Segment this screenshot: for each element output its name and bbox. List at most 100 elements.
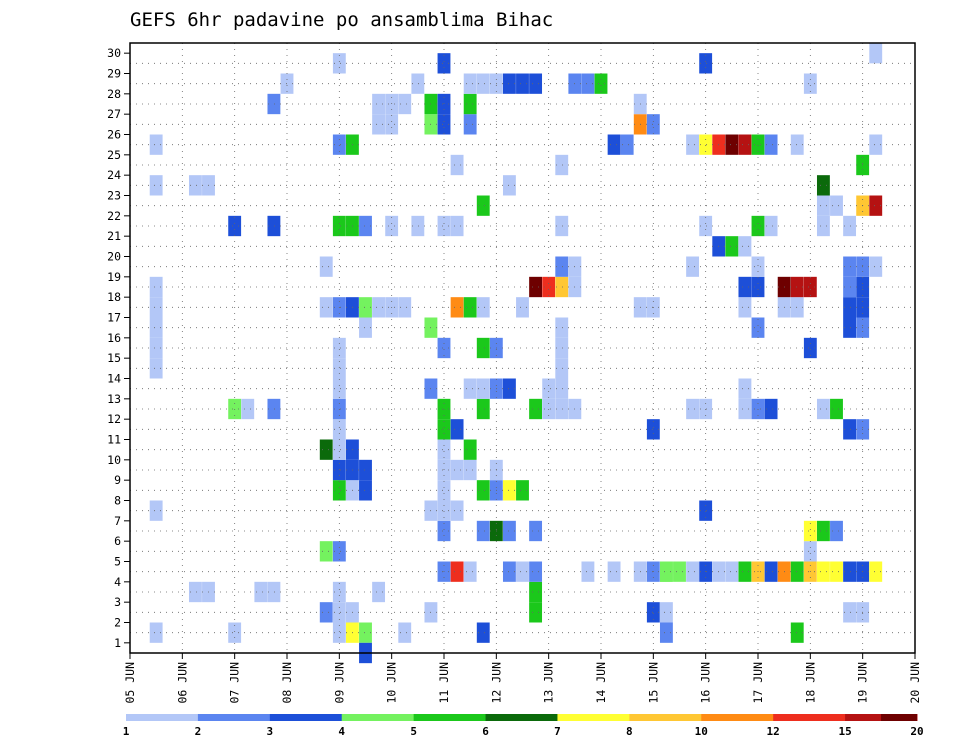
heatmap-cell: [332, 419, 346, 440]
heatmap-cell: [607, 561, 621, 582]
heatmap-cell: [254, 581, 268, 603]
y-tick-label: 16: [107, 331, 121, 345]
heatmap-cell: [790, 561, 804, 582]
colorbar-segment: [629, 714, 702, 721]
x-tick-label: 06 JUN: [175, 662, 189, 704]
heatmap-cell: [555, 154, 569, 176]
colorbar-segment: [413, 714, 487, 721]
heatmap-cell: [646, 419, 660, 440]
y-tick-label: 27: [107, 107, 121, 121]
heatmap-cell: [751, 317, 765, 338]
heatmap-cell: [332, 53, 346, 74]
heatmap-cell: [555, 256, 569, 277]
colorbar: 1 2 3 4 5 6 7 8 10 12 15 20: [123, 714, 924, 738]
heatmap-cell: [437, 520, 451, 542]
heatmap-cell: [476, 73, 490, 94]
heatmap-cell: [267, 581, 281, 603]
heatmap-cell: [188, 581, 202, 603]
heatmap-cell: [463, 459, 477, 481]
heatmap-cell: [398, 297, 412, 318]
heatmap-cell: [463, 561, 477, 582]
heatmap-cell: [816, 215, 830, 237]
heatmap-cell: [699, 215, 713, 237]
heatmap-cell: [869, 134, 883, 155]
heatmap-cell: [437, 53, 451, 74]
heatmap-cell: [816, 520, 830, 542]
heatmap-cell: [359, 215, 372, 237]
heatmap-cell: [502, 561, 516, 582]
y-tick-label: 8: [114, 494, 121, 508]
heatmap-cell: [385, 114, 399, 135]
heatmap-cell: [607, 134, 621, 155]
heatmap-cell: [764, 215, 778, 237]
heatmap-cell: [659, 602, 673, 623]
heatmap-cell: [555, 378, 569, 399]
heatmap-cell: [555, 398, 569, 420]
heatmap-cell: [476, 297, 490, 318]
heatmap-cell: [332, 378, 346, 399]
colorbar-segment: [269, 714, 343, 721]
y-tick-label: 10: [107, 453, 121, 467]
heatmap-cell: [686, 398, 700, 420]
heatmap-cell: [542, 276, 556, 298]
heatmap-cell: [869, 561, 883, 582]
heatmap-cell: [332, 581, 346, 603]
heatmap-cell: [437, 337, 451, 359]
colorbar-label: 12: [767, 725, 780, 738]
y-tick-label: 30: [107, 46, 121, 60]
heatmap-cell: [359, 480, 372, 501]
heatmap-cell: [830, 398, 843, 420]
heatmap-cell: [555, 337, 569, 359]
heatmap-cell: [502, 378, 516, 399]
heatmap-cell: [149, 358, 163, 379]
heatmap-cell: [686, 134, 700, 155]
y-tick-label: 4: [114, 575, 121, 589]
heatmap-cell: [830, 561, 843, 582]
heatmap-cell: [437, 480, 451, 501]
heatmap-cell: [843, 256, 857, 277]
heatmap-cell: [594, 73, 608, 94]
heatmap-cell: [581, 73, 595, 94]
heatmap-cell: [673, 561, 686, 582]
y-tick-label: 9: [114, 473, 121, 487]
heatmap-cell: [332, 134, 346, 155]
heatmap-cell: [332, 480, 346, 501]
colorbar-label: 5: [410, 725, 417, 738]
heatmap-cell: [332, 337, 346, 359]
colorbar-label: 15: [838, 725, 851, 738]
heatmap-cell: [830, 195, 843, 216]
heatmap-cell: [816, 561, 830, 582]
heatmap-cell: [228, 215, 242, 237]
heatmap-cell: [502, 520, 516, 542]
colorbar-label: 3: [267, 725, 274, 738]
heatmap-cell: [699, 134, 713, 155]
heatmap-cell: [686, 256, 700, 277]
heatmap-cell: [228, 622, 242, 643]
heatmap-cell: [816, 398, 830, 420]
y-tick-label: 18: [107, 290, 121, 304]
heatmap-cell: [529, 398, 543, 420]
y-tick-label: 19: [107, 270, 121, 284]
heatmap-cell: [398, 622, 412, 643]
x-tick-label: 17 JUN: [751, 662, 765, 704]
heatmap-cell: [463, 439, 477, 460]
heatmap-cell: [843, 602, 857, 623]
heatmap-cell: [816, 175, 830, 196]
heatmap-cell: [555, 276, 569, 298]
colorbar-segment: [126, 714, 199, 721]
heatmap-cell: [502, 175, 516, 196]
heatmap-cell: [738, 378, 752, 399]
colorbar-segment: [701, 714, 774, 721]
y-axis-ticks: 1234567891011121314151617181920212223242…: [107, 46, 130, 650]
heatmap-cell: [332, 622, 346, 643]
heatmap-cell: [319, 297, 333, 318]
heatmap-cell: [790, 134, 804, 155]
heatmap-cell: [241, 398, 255, 420]
heatmap-cell: [581, 561, 595, 582]
heatmap-cell: [463, 378, 477, 399]
heatmap-cell: [476, 195, 490, 216]
heatmap-cell: [450, 500, 464, 521]
x-tick-label: 14 JUN: [594, 662, 608, 704]
heatmap-cell: [790, 622, 804, 643]
y-tick-label: 14: [107, 372, 121, 386]
